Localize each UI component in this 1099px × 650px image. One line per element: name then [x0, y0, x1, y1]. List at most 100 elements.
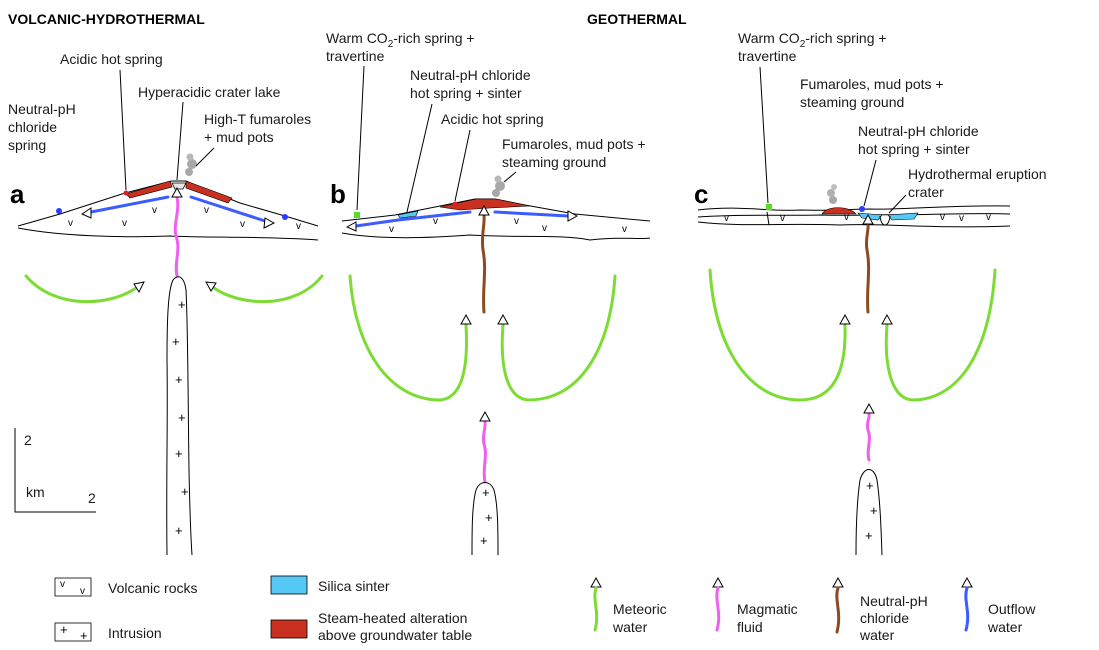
panel-c-meteoric-right: [884, 268, 997, 402]
panel-b-magmatic-fluid: [481, 420, 487, 484]
intrusion-symbol: +: [175, 446, 183, 461]
intrusion-symbol: +: [480, 533, 488, 548]
panel-c-travertine-spring: [766, 204, 772, 210]
legend-neutral-label-2: chloride: [860, 610, 909, 626]
label-chloride-b-1: Neutral-pH chloride: [410, 67, 531, 83]
panel-c-chloride-arrow: [862, 213, 874, 225]
legend-neutral-label-3: water: [859, 627, 895, 643]
panel-b-outflow-right: [493, 210, 570, 218]
panel-c-chloride-spring: [859, 206, 865, 212]
label-fumaroles-a-1: High-T fumaroles: [204, 111, 311, 127]
intrusion-symbol: +: [178, 410, 186, 425]
leader-chloride-c: [863, 159, 877, 207]
legend-outflow-line: [964, 586, 970, 632]
panel-c-intrusion: [855, 469, 883, 556]
leader-chloride-b: [406, 103, 433, 213]
label-chloride-c-2: hot spring + sinter: [858, 141, 970, 157]
label-chloride-b-2: hot spring + sinter: [410, 85, 522, 101]
legend-intrusion-label: Intrusion: [108, 625, 162, 641]
panel-a-outflow-left-arrow: [80, 207, 92, 219]
label-co2-b-1: Warm CO2-rich spring +: [326, 30, 475, 50]
annotations-a: Acidic hot spring Hyperacidic crater lak…: [8, 51, 311, 191]
panel-c-meteoric-right-arrow: [881, 313, 893, 325]
panel-b-travertine-spring: [354, 212, 360, 218]
volcanic-rock-symbol: v: [204, 205, 209, 216]
panel-b-meteoric-left: [348, 274, 468, 402]
legend-meteoric-label-1: Meteoric: [613, 601, 667, 617]
header-geothermal: GEOTHERMAL: [587, 11, 687, 27]
volcanic-rock-symbol: v: [844, 212, 849, 223]
panel-b-meteoric-left-arrow: [460, 313, 472, 325]
scale-unit-label: km: [26, 484, 45, 500]
panel-c-meteoric-left: [708, 268, 847, 402]
leader-acidic-hot-spring-a: [119, 69, 127, 191]
panel-b-steam-heated: [439, 198, 531, 211]
intrusion-symbols: + + + + + + + + + + + + +: [172, 297, 878, 548]
leader-crater-lake: [176, 101, 184, 181]
legend-intrusion-swatch: [54, 622, 92, 642]
intrusion-symbol: +: [482, 485, 490, 500]
panel-c-sinter-right: [887, 212, 919, 221]
volcanic-rock-symbol: v: [152, 205, 157, 216]
label-co2-c-2: travertine: [738, 48, 797, 64]
legend-meteoric-arrow: [590, 576, 602, 588]
panel-b-fumarole-plume: [492, 175, 505, 197]
panel-a-magmatic-arrow: [171, 186, 183, 198]
panel-a-crater-lake: [171, 182, 187, 190]
panel-a-base: [17, 227, 319, 241]
leader-eruption-c: [888, 194, 907, 214]
volcanic-rock-symbol: v: [514, 216, 519, 227]
legend-intrusion-symbol-1: +: [60, 622, 68, 637]
legend-magmatic-label-2: fluid: [737, 619, 763, 635]
panel-a-meteoric-left: [24, 274, 138, 303]
scale-vertical-label: 2: [24, 432, 32, 448]
label-acidic-b: Acidic hot spring: [441, 111, 544, 127]
legend-outflow-label-1: Outflow: [988, 601, 1036, 617]
legend-meteoric-line: [593, 586, 599, 632]
volcanic-rock-symbol: v: [940, 212, 945, 223]
legend-intrusion-symbol-2: +: [80, 628, 88, 643]
label-fumaroles-a-2: + mud pots: [204, 129, 274, 145]
label-chloride-c-1: Neutral-pH chloride: [858, 123, 979, 139]
annotations-b: Warm CO2-rich spring + travertine Neutra…: [326, 30, 646, 213]
intrusion-symbol: +: [172, 334, 180, 349]
legend-steam-heated-swatch: [270, 619, 308, 639]
volcanic-rock-symbol: v: [724, 213, 729, 224]
leader-fumaroles-a: [195, 147, 215, 167]
intrusion-symbol: +: [175, 523, 183, 538]
panel-c-base: [697, 221, 1011, 228]
volcanic-rock-symbols: v v v v v v v v v v v v v v v v v: [68, 205, 991, 235]
panel-a-fumarole-plume: [185, 153, 197, 176]
volcanic-rock-symbol: v: [622, 224, 627, 235]
header-volcanic-hydrothermal: VOLCANIC-HYDROTHERMAL: [8, 11, 205, 27]
panel-a-outflow-left: [89, 195, 170, 214]
legend-magmatic-label-1: Magmatic: [737, 601, 798, 617]
panel-a-magmatic-fluid: [173, 195, 180, 278]
panel-a-surface: [17, 180, 319, 227]
leader-acidic-b: [454, 129, 471, 202]
panel-b-chloride-arrow: [478, 204, 490, 216]
panel-b-sinter: [397, 210, 419, 219]
volcanic-rock-symbol: v: [433, 216, 438, 227]
panel-c-surface: [697, 205, 1011, 211]
label-eruption-c-1: Hydrothermal eruption: [908, 166, 1047, 182]
intrusion-symbol: +: [181, 484, 189, 499]
panel-c-travertine-notch: [766, 211, 770, 226]
panel-a-meteoric-right-arrow: [205, 281, 217, 292]
panel-b-acidic-spring: [452, 201, 458, 207]
legend-outflow-arrow: [961, 576, 973, 588]
panel-c-eruption-crater: [879, 215, 891, 226]
annotations-c: Warm CO2-rich spring + travertine Fumaro…: [738, 30, 1047, 214]
legend-neutral-arrow: [832, 576, 844, 588]
legend-volcanic-rocks-label: Volcanic rocks: [108, 580, 197, 596]
label-chloride-a-3: spring: [8, 137, 46, 153]
panel-c-meteoric-left-arrow: [839, 313, 851, 325]
scale-bar: 2 km 2: [14, 428, 96, 513]
legend-outflow-label-2: water: [987, 619, 1023, 635]
intrusion-symbol: +: [865, 528, 873, 543]
panel-a-outflow-right-arrow: [263, 217, 276, 229]
label-co2-c-1: Warm CO2-rich spring +: [738, 30, 887, 50]
panel-c-magmatic-arrow: [863, 402, 875, 414]
panel-c-sinter-left: [857, 212, 883, 221]
